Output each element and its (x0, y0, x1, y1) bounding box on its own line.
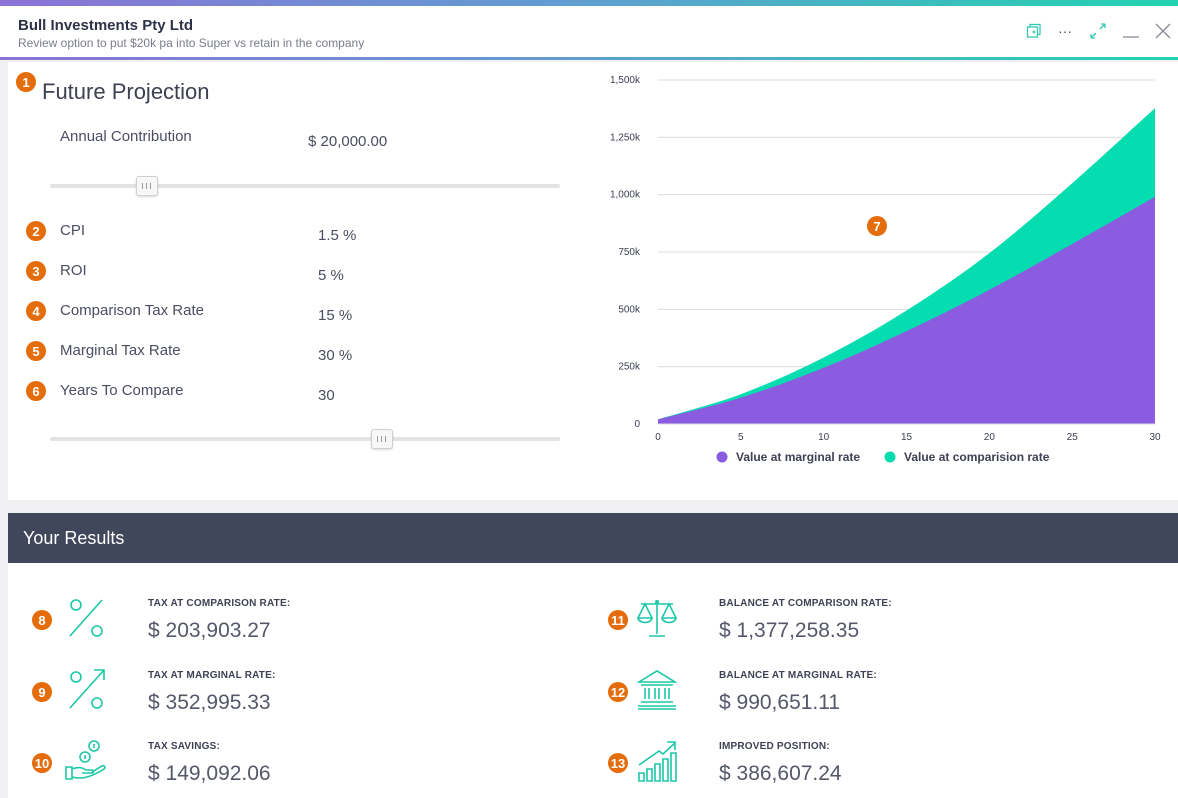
projection-area-chart: 0 250k 500k 750k 1,000k 1,250k 1,500k 0 5 10 15 20 2… (610, 75, 1161, 464)
step-badge: 2 (26, 221, 46, 241)
tax-at-comparison-rate-label: TAX AT COMPARISON RATE: (148, 598, 291, 609)
step-badge: 11 (608, 610, 628, 630)
comparison-tax-rate-label: Comparison Tax Rate (60, 302, 204, 319)
legend-marker (716, 451, 728, 463)
tax-at-marginal-rate-value: $ 352,995.33 (148, 691, 271, 714)
tax-at-marginal-rate-label: TAX AT MARGINAL RATE: (148, 670, 276, 681)
y-tick-label: 250k (618, 362, 641, 373)
balance-at-comparison-rate-value: $ 1,377,258.35 (719, 619, 860, 642)
roi-value[interactable]: 5 % (318, 267, 344, 284)
copy-icon[interactable] (1025, 20, 1043, 42)
step-badge: 6 (26, 381, 46, 401)
improved-position-label: IMPROVED POSITION: (719, 741, 830, 752)
close-icon[interactable] (1153, 20, 1173, 42)
x-tick-label: 10 (818, 432, 830, 443)
header-underline (0, 57, 1178, 60)
results-header: Your Results (8, 513, 1178, 563)
cpi-label: CPI (60, 222, 86, 239)
tax-savings-label: TAX SAVINGS: (148, 741, 221, 752)
results-title: Your Results (23, 528, 125, 548)
growth-chart-icon (635, 739, 679, 783)
balance-at-marginal-rate-label: BALANCE AT MARGINAL RATE: (719, 670, 877, 681)
hand-coins-icon (64, 739, 108, 783)
cpi-value[interactable]: 1.5 % (318, 227, 357, 244)
x-tick-label: 5 (738, 432, 744, 443)
step-badge: 12 (608, 682, 628, 702)
scales-icon (635, 596, 679, 640)
balance-at-comparison-rate-label: BALANCE AT COMPARISON RATE: (719, 598, 892, 609)
step-badge: 5 (26, 341, 46, 361)
years-to-compare-slider[interactable] (50, 437, 560, 441)
comparison-tax-rate-value[interactable]: 15 % (318, 307, 353, 324)
grip-icon (142, 183, 152, 189)
step-badge: 8 (32, 610, 52, 630)
years-to-compare-value[interactable]: 30 (318, 387, 335, 404)
annual-contribution-label: Annual Contribution (60, 128, 192, 145)
tax-at-comparison-rate-value: $ 203,903.27 (148, 619, 271, 642)
x-tick-label: 20 (984, 432, 996, 443)
chart-badge: 7 (867, 216, 887, 236)
y-tick-label: 1,250k (610, 132, 641, 143)
y-tick-label: 1,500k (610, 75, 641, 86)
y-tick-label: 1,000k (610, 190, 641, 201)
y-tick-label: 0 (634, 419, 640, 430)
improved-position-value: $ 386,607.24 (719, 762, 842, 785)
y-tick-label: 500k (618, 304, 641, 315)
percent-icon (64, 596, 108, 640)
top-accent-bar (0, 0, 1178, 6)
step-badge: 1 (16, 72, 36, 92)
annual-contribution-slider[interactable] (50, 184, 560, 188)
years-to-compare-label: Years To Compare (60, 382, 184, 399)
minimize-icon[interactable] (1121, 20, 1141, 42)
balance-at-marginal-rate-value: $ 990,651.11 (719, 691, 841, 714)
bank-icon (635, 668, 679, 712)
years-to-compare-slider-handle[interactable] (370, 429, 393, 449)
percent-up-icon (64, 668, 108, 712)
window-title: Bull Investments Pty Ltd (18, 17, 194, 34)
x-tick-label: 25 (1067, 432, 1079, 443)
expand-icon[interactable] (1088, 20, 1108, 42)
results-panel (8, 563, 1178, 798)
annual-contribution-value: $ 20,000.00 (308, 133, 388, 150)
legend-marker (884, 451, 896, 463)
step-badge: 10 (32, 753, 52, 773)
legend-label: Value at comparision rate (904, 450, 1050, 464)
step-badge: 9 (32, 682, 52, 702)
grip-icon (377, 436, 386, 442)
step-badge: 4 (26, 301, 46, 321)
step-badge: 3 (26, 261, 46, 281)
y-tick-label: 750k (618, 247, 641, 258)
marginal-tax-rate-value[interactable]: 30 % (318, 347, 353, 364)
x-tick-label: 30 (1149, 432, 1161, 443)
step-badge: 13 (608, 753, 628, 773)
tax-savings-value: $ 149,092.06 (148, 762, 271, 785)
annual-contribution-slider-handle[interactable] (135, 176, 158, 196)
marginal-tax-rate-label: Marginal Tax Rate (60, 342, 181, 359)
section-title: Future Projection (42, 79, 210, 104)
area-series-marginal (658, 196, 1155, 424)
x-tick-label: 0 (655, 432, 661, 443)
x-tick-label: 15 (901, 432, 913, 443)
legend-label: Value at marginal rate (736, 450, 860, 464)
window-header: Bull Investments Pty Ltd Review option t… (0, 6, 1178, 59)
more-icon[interactable]: ··· (1058, 23, 1072, 39)
roi-label: ROI (60, 262, 87, 279)
window-subtitle: Review option to put $20k pa into Super … (18, 36, 365, 50)
